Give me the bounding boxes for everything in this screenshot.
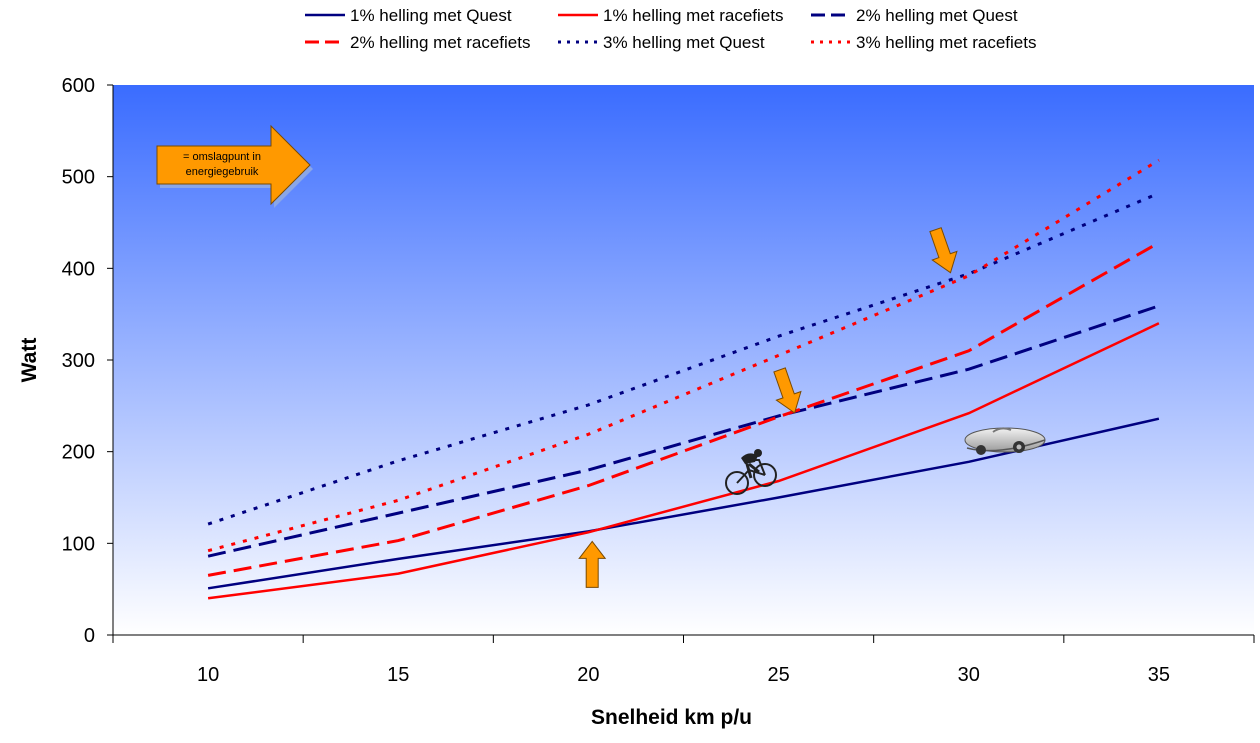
y-tick-label: 100: [62, 533, 95, 555]
x-tick-label: 15: [387, 664, 409, 686]
velomobile-icon: [964, 427, 1046, 455]
x-tick-label: 35: [1148, 664, 1170, 686]
crossover-markers: [578, 227, 958, 588]
y-tick-label: 0: [84, 625, 95, 647]
note-line-2: energiegebruik: [186, 166, 259, 178]
series-line-2: [207, 322, 1160, 600]
x-tick-label: 10: [197, 664, 219, 686]
arrow-note-icon: [156, 124, 311, 206]
legend-label-3: 2% helling met Quest: [856, 6, 1018, 25]
x-axis-title: Snelheid km p/u: [591, 706, 752, 729]
crossover-arrow-1-icon: [578, 540, 607, 588]
legend: 1% helling met Quest 1% helling met racef…: [305, 6, 1036, 52]
y-axis-title: Watt: [18, 338, 41, 383]
legend-label-1: 1% helling met Quest: [350, 6, 512, 25]
axes: 0 100 200 300 400 500 600 10 15 20 25 30 35 Snelheid …: [18, 75, 1255, 729]
series-line-1: [207, 417, 1160, 590]
y-tick-label: 200: [62, 442, 95, 464]
y-tick-label: 400: [62, 258, 95, 280]
legend-arrow-note: = omslagpunt in energiegebruik: [156, 124, 313, 208]
cyclist-icon: [725, 449, 777, 495]
legend-label-4: 2% helling met racefiets: [350, 33, 530, 52]
x-tick-label: 30: [958, 664, 980, 686]
legend-label-6: 3% helling met racefiets: [856, 33, 1036, 52]
crossover-arrow-2-icon: [773, 367, 802, 414]
x-tick-label: 20: [577, 664, 599, 686]
x-tick-label: 25: [767, 664, 789, 686]
series-layer: [207, 158, 1160, 600]
series-line-4: [207, 241, 1160, 577]
y-tick-label: 300: [62, 350, 95, 372]
crossover-arrow-3-icon: [929, 227, 958, 274]
note-line-1: = omslagpunt in: [183, 151, 261, 163]
y-tick-label: 500: [62, 167, 95, 189]
series-line-3: [207, 304, 1160, 558]
y-tick-label: 600: [62, 75, 95, 97]
legend-label-5: 3% helling met Quest: [603, 33, 765, 52]
legend-label-2: 1% helling met racefiets: [603, 6, 783, 25]
